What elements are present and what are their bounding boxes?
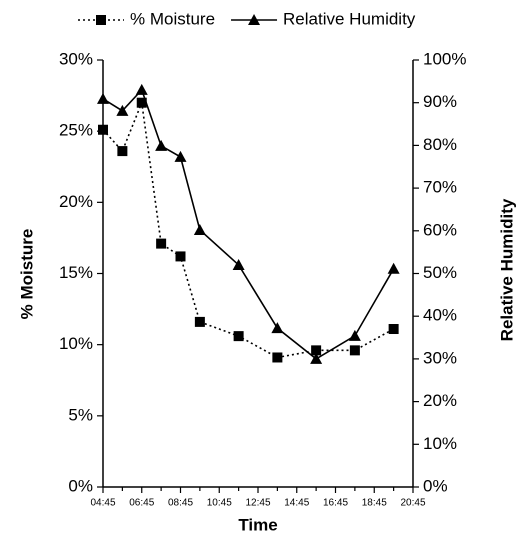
marker <box>116 104 129 116</box>
marker <box>98 124 108 135</box>
marker <box>175 251 186 262</box>
marker <box>174 150 187 162</box>
legend-label: Relative Humidity <box>283 9 416 28</box>
marker <box>96 15 106 25</box>
x-tick-label: 14:45 <box>284 498 309 509</box>
series-line <box>102 88 395 360</box>
x-tick-label: 04:45 <box>90 498 115 509</box>
y2-tick-label: 20% <box>423 391 457 410</box>
marker <box>155 139 168 151</box>
x-tick-label: 10:45 <box>207 498 232 509</box>
y-tick-label: 25% <box>59 121 93 140</box>
marker <box>387 262 400 274</box>
legend-label: % Moisture <box>130 9 215 28</box>
marker <box>194 316 205 327</box>
x-tick-label: 20:45 <box>400 498 425 509</box>
y-tick-label: 30% <box>59 49 93 68</box>
y2-tick-label: 80% <box>423 135 457 154</box>
y2-tick-label: 60% <box>423 220 457 239</box>
y-axis-title: % Moisture <box>17 229 36 320</box>
y2-tick-label: 40% <box>423 306 457 325</box>
y2-tick-label: 70% <box>423 178 457 197</box>
x-axis-title: Time <box>238 515 277 534</box>
x-tick-label: 18:45 <box>362 498 387 509</box>
y2-axis-title: Relative Humidity <box>497 198 516 341</box>
series-line <box>102 99 395 359</box>
y-tick-label: 20% <box>59 192 93 211</box>
y2-tick-label: 10% <box>423 434 457 453</box>
marker <box>271 322 284 334</box>
marker <box>135 83 148 95</box>
marker <box>310 352 323 364</box>
x-tick-label: 08:45 <box>168 498 193 509</box>
marker <box>156 238 167 249</box>
y-tick-label: 15% <box>59 263 93 282</box>
marker <box>233 331 244 342</box>
y2-tick-label: 90% <box>423 92 457 111</box>
y2-tick-label: 50% <box>423 263 457 282</box>
marker <box>232 258 245 270</box>
y2-tick-label: 30% <box>423 348 457 367</box>
marker <box>311 345 322 356</box>
y-tick-label: 5% <box>68 405 93 424</box>
marker <box>272 352 283 363</box>
marker <box>193 223 206 235</box>
marker <box>136 97 147 108</box>
marker <box>248 14 261 25</box>
marker <box>349 345 360 356</box>
y-tick-label: 0% <box>68 476 93 495</box>
x-tick-label: 16:45 <box>323 498 348 509</box>
marker <box>97 92 109 104</box>
marker <box>348 329 361 341</box>
x-tick-label: 06:45 <box>129 498 154 509</box>
y2-tick-label: 0% <box>423 476 448 495</box>
y-tick-label: 10% <box>59 334 93 353</box>
marker <box>117 146 128 157</box>
x-tick-label: 12:45 <box>245 498 270 509</box>
marker <box>388 324 399 335</box>
y2-tick-label: 100% <box>423 49 466 68</box>
